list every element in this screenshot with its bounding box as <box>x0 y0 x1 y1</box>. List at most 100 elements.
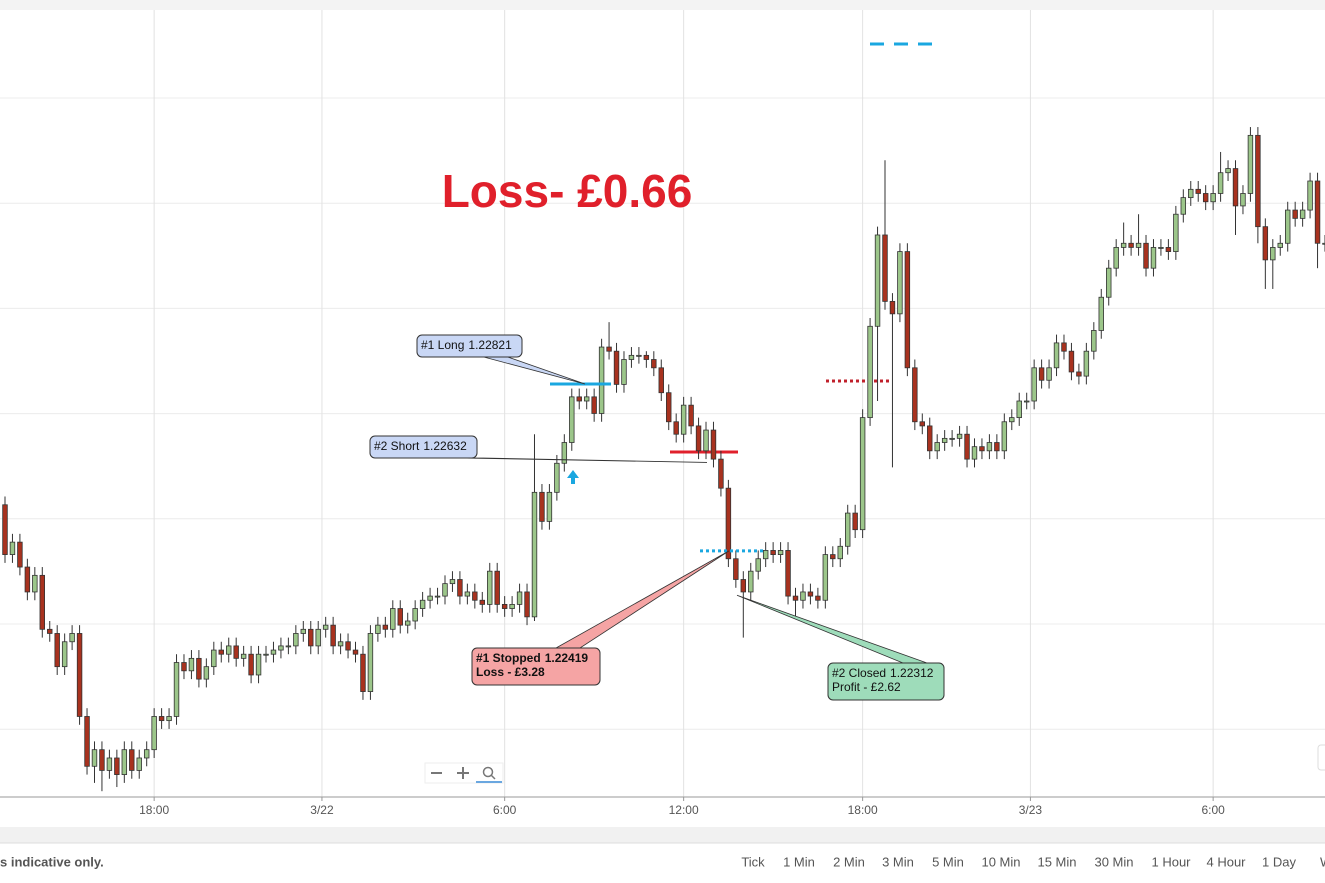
candle-body <box>1031 367 1037 402</box>
candle-body <box>91 749 98 767</box>
candle-body <box>762 550 769 560</box>
candle-body <box>203 666 210 680</box>
candle-body <box>1292 209 1298 219</box>
candle-body <box>904 251 911 369</box>
candle-body <box>964 433 970 460</box>
candle-body <box>941 437 948 443</box>
candle-body <box>69 633 75 643</box>
x-tick-label: 12:00 <box>669 803 699 817</box>
candle-body <box>181 662 187 672</box>
callout-box <box>369 435 478 459</box>
callout-box <box>416 334 523 358</box>
candle-body <box>1210 193 1216 203</box>
callout-pointer <box>483 356 586 385</box>
candle-body <box>777 550 784 555</box>
candle-body <box>800 591 806 601</box>
timeframe-button[interactable]: 1 Min <box>783 854 815 869</box>
x-tick-label: 3/22 <box>310 803 334 817</box>
timeframe-button[interactable]: 4 Hour <box>1206 854 1246 869</box>
candle-body <box>1165 247 1172 252</box>
candle-body <box>666 392 672 423</box>
candle-body <box>233 645 239 659</box>
timeframe-button[interactable]: 1 Day <box>1262 854 1296 869</box>
callout-pointer <box>736 594 928 664</box>
candle-body <box>1113 247 1119 269</box>
zoom-in[interactable] <box>457 767 469 779</box>
candle-body <box>39 574 45 630</box>
candle-body <box>971 446 978 460</box>
zoom-reset[interactable] <box>482 766 494 778</box>
candle-body <box>583 396 590 402</box>
candle-body <box>658 367 664 394</box>
candle-body <box>240 653 247 659</box>
candle-body <box>1076 371 1082 377</box>
candle-body <box>54 633 60 668</box>
candle-body <box>24 566 31 593</box>
candle-body <box>248 653 254 676</box>
candle-body <box>375 624 381 634</box>
disclaimer: s indicative only. <box>0 854 104 869</box>
timeframe-button[interactable]: Tick <box>741 854 765 869</box>
candle-body <box>949 437 955 440</box>
candle-body <box>330 624 336 647</box>
candle-body <box>412 608 418 622</box>
candle-body <box>897 251 903 315</box>
candle-body <box>285 645 292 648</box>
timeframe-button[interactable]: 15 Min <box>1037 854 1076 869</box>
timeframe-button[interactable]: 30 Min <box>1094 854 1133 869</box>
candle-body <box>196 657 202 680</box>
callout-text: #2 Short 1.22632 <box>374 439 467 453</box>
candle-body <box>278 645 284 651</box>
candle-body <box>1053 342 1060 369</box>
candle-body <box>99 749 105 771</box>
candle-body <box>300 628 307 634</box>
trade-label: #1 Stopped <box>476 651 541 665</box>
timeframe-button[interactable]: 3 Min <box>882 854 914 869</box>
timeframe-button[interactable]: 1 Hour <box>1151 854 1191 869</box>
timeframe-button[interactable]: 10 Min <box>981 854 1020 869</box>
candle-body <box>516 591 523 605</box>
trade-price: 1.22312 <box>890 666 934 680</box>
timeframe-button[interactable]: 5 Min <box>932 854 964 869</box>
candle-body <box>1001 421 1008 452</box>
grid <box>0 10 1325 797</box>
x-tick-label: 6:00 <box>1201 803 1225 817</box>
candle-body <box>844 512 851 547</box>
candle-body <box>1240 193 1246 207</box>
top-strip <box>0 0 1325 10</box>
side-handle[interactable] <box>1317 744 1325 771</box>
candle-body <box>1202 193 1209 203</box>
candle-body <box>352 649 359 655</box>
candle-body <box>979 446 985 452</box>
candle-body <box>1247 134 1254 194</box>
timeframe-button[interactable]: 2 Min <box>833 854 865 869</box>
candle-body <box>934 442 940 452</box>
candle-body <box>1120 242 1127 248</box>
candle-body <box>688 404 694 427</box>
candle-body <box>524 591 530 618</box>
candle-body <box>211 649 217 668</box>
candle-body <box>457 579 463 597</box>
candle-body <box>733 558 739 580</box>
candle-body <box>1128 242 1134 248</box>
candle-body <box>509 604 515 609</box>
candle-body <box>576 396 582 402</box>
timeframe-button[interactable]: W <box>1320 854 1325 869</box>
callout-box <box>471 647 601 686</box>
candle-body <box>1299 209 1306 219</box>
candle-body <box>487 570 493 605</box>
candle-body <box>867 325 873 419</box>
candle-body <box>569 396 575 443</box>
trade-callout: #2 Short 1.22632 <box>369 435 708 463</box>
candle-body <box>1255 134 1261 228</box>
candle-body <box>367 633 374 692</box>
candle-body <box>1150 247 1157 269</box>
candle-body <box>419 599 426 609</box>
candle-body <box>1038 367 1045 381</box>
candle-body <box>1068 350 1075 373</box>
candle-body <box>882 234 888 302</box>
candle-body <box>1270 247 1276 261</box>
candle-body <box>47 628 53 634</box>
